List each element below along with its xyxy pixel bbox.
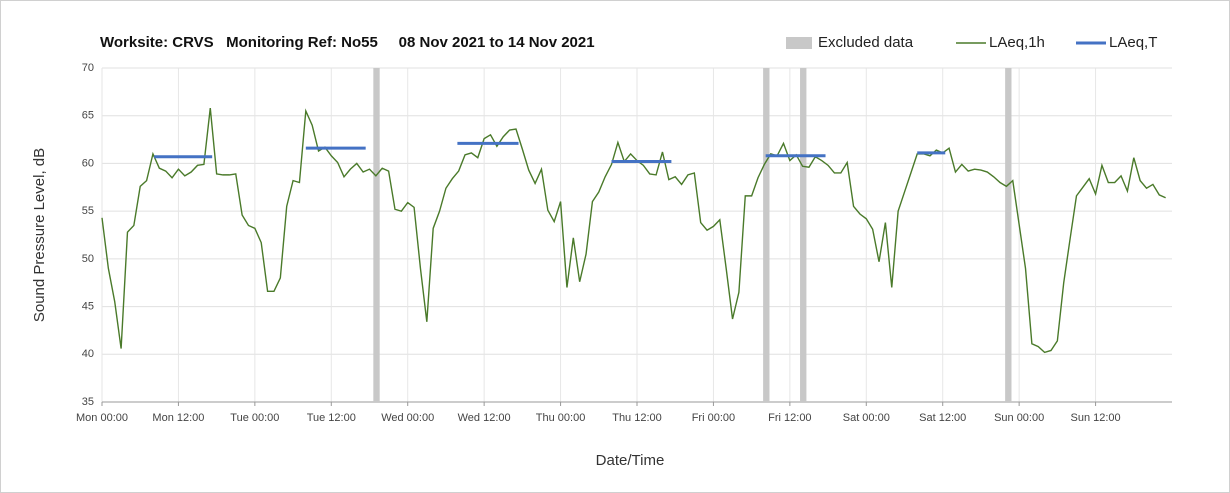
x-tick-label: Fri 12:00 [768,412,811,424]
y-axis-label: Sound Pressure Level, dB [31,148,48,322]
x-tick-label: Wed 12:00 [458,412,511,424]
legend-swatch [786,37,812,49]
series-line [101,108,1166,354]
x-tick-label: Mon 12:00 [152,412,204,424]
excluded-band [373,68,380,402]
x-axis-label: Date/Time [596,452,665,469]
y-tick-label: 45 [82,300,94,312]
legend-label: LAeq,1h [989,34,1045,51]
legend-label: LAeq,T [1109,34,1157,51]
excluded-band [763,68,770,402]
excluded-band [800,68,807,402]
x-tick-label: Sat 12:00 [919,412,966,424]
x-tick-label: Sat 00:00 [843,412,890,424]
x-tick-label: Sun 12:00 [1070,412,1120,424]
x-tick-label: Thu 00:00 [536,412,586,424]
x-tick-label: Wed 00:00 [381,412,434,424]
y-tick-label: 50 [82,253,94,265]
y-tick-label: 55 [82,205,94,217]
legend-label: Excluded data [818,34,914,51]
x-tick-label: Sun 00:00 [994,412,1044,424]
y-tick-label: 65 [82,110,94,122]
x-tick-label: Thu 12:00 [612,412,662,424]
y-tick-label: 60 [82,157,94,169]
y-tick-label: 40 [82,348,94,360]
x-tick-label: Fri 00:00 [692,412,735,424]
excluded-band [1005,68,1012,402]
x-tick-label: Tue 00:00 [230,412,279,424]
x-tick-label: Tue 12:00 [307,412,356,424]
x-tick-label: Mon 00:00 [76,412,128,424]
y-tick-label: 70 [82,62,94,74]
chart-title: Worksite: CRVS Monitoring Ref: No55 08 N… [100,34,595,51]
y-tick-label: 35 [82,396,94,408]
